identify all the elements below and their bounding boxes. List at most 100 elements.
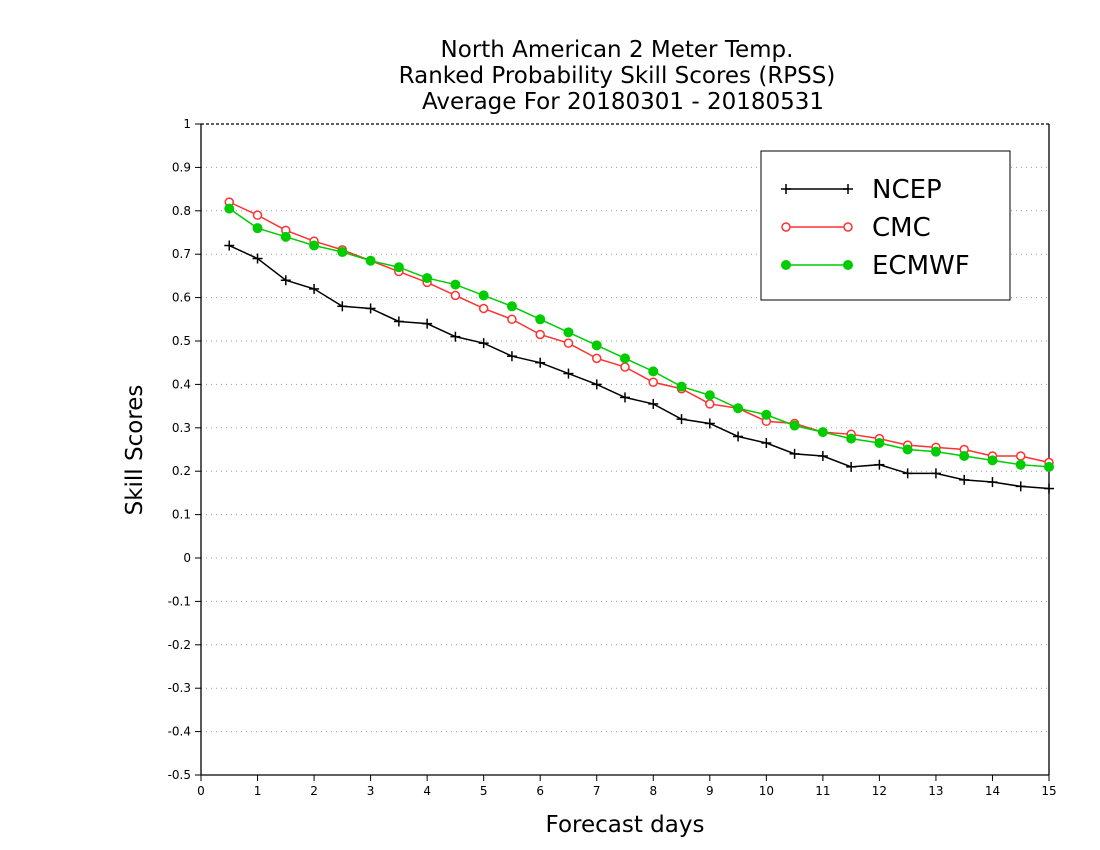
data-point-ncep: [506, 351, 517, 362]
data-point-ecmwf: [902, 444, 913, 455]
data-point-ncep: [733, 431, 744, 442]
y-tick-label: -0.3: [168, 681, 191, 695]
y-tick-label: 0.9: [172, 160, 191, 174]
y-tick-label: -0.4: [168, 725, 191, 739]
data-point-ncep: [309, 283, 320, 294]
x-tick-label: 14: [985, 784, 1000, 798]
legend-item-ecmwf: ECMWF: [781, 251, 970, 281]
y-tick-label: -0.1: [168, 594, 191, 608]
y-tick-label: 0: [183, 551, 191, 565]
data-point-ncep: [930, 468, 941, 479]
legend: NCEP CMC ECMWF: [760, 150, 1011, 301]
data-point-ecmwf: [1015, 459, 1026, 470]
data-point-ncep: [365, 303, 376, 314]
data-point-ncep: [422, 318, 433, 329]
x-tick-label: 12: [872, 784, 887, 798]
legend-swatch-marker: [781, 222, 791, 232]
data-point-ecmwf: [733, 403, 744, 414]
data-point-ncep: [252, 253, 263, 264]
y-tick-label: 0.5: [172, 334, 191, 348]
x-tick-label: 1: [254, 784, 262, 798]
series-ncep: [224, 240, 1054, 494]
data-point-cmc: [648, 377, 659, 387]
legend-label: NCEP: [872, 175, 942, 205]
data-point-ecmwf: [959, 451, 970, 462]
x-tick-label: 7: [593, 784, 601, 798]
chart-title-line-3: Average For 20180301 - 20180531: [422, 89, 824, 115]
data-point-ncep: [591, 379, 602, 390]
legend-label: CMC: [872, 213, 931, 243]
chart-title-line-2: Ranked Probability Skill Scores (RPSS): [399, 63, 836, 89]
data-point-ecmwf: [648, 366, 659, 377]
legend-box: [760, 150, 1011, 301]
x-axis-label: Forecast days: [546, 812, 705, 838]
data-point-ncep: [450, 331, 461, 342]
data-point-ecmwf: [620, 353, 630, 364]
data-point-cmc: [535, 329, 545, 340]
axes: [200, 123, 1050, 776]
data-point-ecmwf: [393, 262, 404, 273]
data-point-ncep: [846, 461, 857, 472]
data-point-ncep: [393, 316, 404, 327]
data-point-ncep: [902, 468, 913, 479]
data-point-cmc: [1015, 451, 1026, 461]
data-point-cmc: [705, 399, 715, 409]
data-point-ncep: [535, 357, 546, 368]
y-tick-label: -0.5: [168, 768, 191, 782]
data-series: [224, 197, 1054, 494]
data-point-ncep: [1044, 483, 1054, 494]
data-point-ecmwf: [535, 314, 546, 325]
legend-swatch-marker: [781, 184, 791, 194]
data-point-ecmwf: [874, 437, 885, 448]
data-point-ecmwf: [761, 409, 772, 420]
legend-swatch-marker: [843, 222, 853, 232]
data-point-ncep: [789, 448, 800, 459]
data-point-ecmwf: [563, 327, 574, 338]
data-point-cmc: [591, 353, 602, 364]
data-point-ecmwf: [591, 340, 602, 351]
legend-label: ECMWF: [872, 251, 970, 281]
data-point-ncep: [280, 275, 291, 286]
data-point-ecmwf: [506, 301, 517, 312]
y-tick-label: 0.3: [172, 421, 191, 435]
data-point-ecmwf: [422, 273, 433, 284]
data-point-ecmwf: [280, 231, 291, 242]
x-tick-label: 9: [706, 784, 714, 798]
data-point-ncep: [704, 418, 715, 429]
y-axis-label: Skill Scores: [122, 385, 148, 516]
data-point-cmc: [563, 338, 574, 348]
y-tick-label: 0.1: [172, 508, 191, 522]
data-point-ecmwf: [1044, 461, 1054, 472]
data-point-ecmwf: [789, 420, 800, 431]
y-tick-label: 0.8: [172, 204, 191, 218]
x-tick-label: 4: [423, 784, 431, 798]
data-point-ecmwf: [450, 279, 461, 290]
data-point-ncep: [337, 301, 348, 312]
data-point-ecmwf: [846, 433, 857, 444]
data-point-ncep: [224, 240, 235, 251]
data-point-cmc: [252, 210, 263, 220]
x-tick-label: 10: [759, 784, 774, 798]
chart-title: North American 2 Meter Temp. Ranked Prob…: [399, 37, 836, 115]
data-point-ecmwf: [478, 290, 489, 301]
y-tick-label: 0.2: [172, 464, 191, 478]
chart-title-line-1: North American 2 Meter Temp.: [441, 37, 794, 63]
data-point-ecmwf: [930, 446, 941, 457]
data-point-ncep: [959, 474, 970, 485]
legend-swatch-marker: [843, 260, 853, 270]
data-point-ncep: [478, 338, 489, 349]
data-point-cmc: [450, 290, 461, 301]
x-tick-label: 13: [928, 784, 943, 798]
data-point-cmc: [620, 362, 630, 372]
data-point-ncep: [676, 414, 687, 425]
y-tick-label: 0.7: [172, 247, 191, 261]
y-tick-label: 0.4: [172, 377, 191, 391]
data-point-ecmwf: [676, 381, 687, 392]
x-tick-label: 6: [536, 784, 544, 798]
data-point-ncep: [620, 392, 630, 403]
legend-item-ncep: NCEP: [781, 175, 942, 205]
data-point-ecmwf: [224, 203, 235, 214]
x-tick-label: 0: [197, 784, 205, 798]
x-tick-label: 5: [480, 784, 488, 798]
